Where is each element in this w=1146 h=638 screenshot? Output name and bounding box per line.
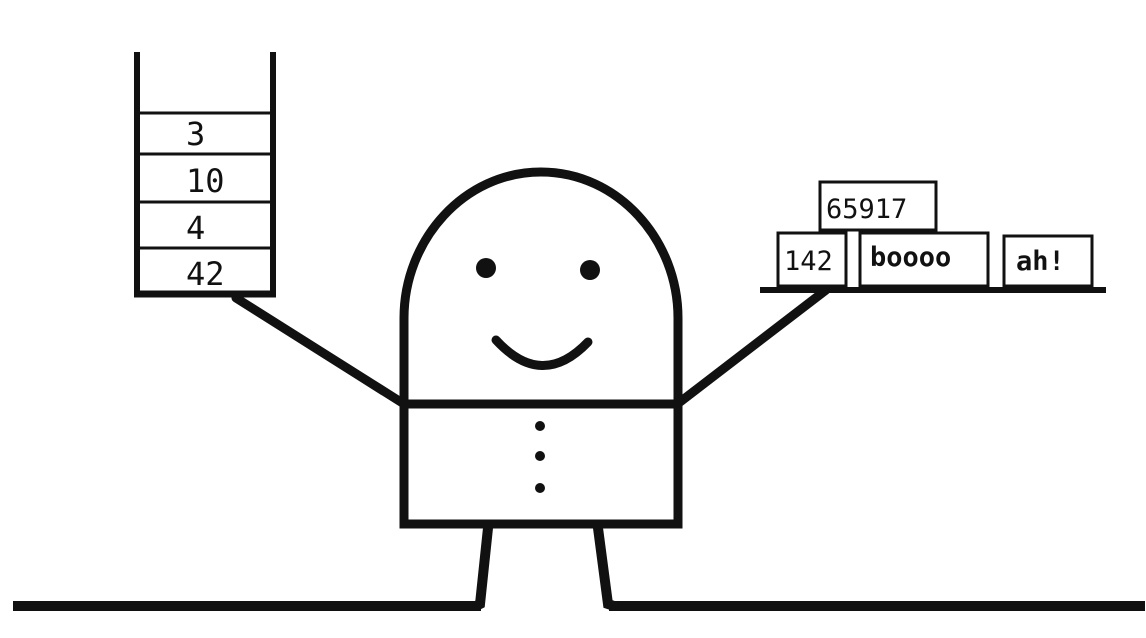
heap-box-3-frame: [1002, 234, 1094, 288]
smile-mouth: [491, 335, 593, 370]
torso-button-2: [535, 451, 545, 461]
character-body: [399, 167, 683, 529]
heap-box-3: ah!: [1016, 246, 1065, 277]
stack-container: 3 10 4 42: [134, 52, 276, 298]
stack-cell-4: 42: [186, 255, 225, 293]
arms: [231, 285, 831, 409]
right-leg: [593, 523, 619, 611]
left-eye: [476, 258, 496, 278]
heap-box-1: 142: [784, 246, 833, 277]
heap-box-2: boooo: [870, 242, 951, 273]
torso-button-3: [535, 483, 545, 493]
right-arm: [675, 285, 831, 407]
heap-box-top: 65917: [826, 194, 907, 225]
torso-buttons: [535, 421, 545, 493]
left-leg: [471, 523, 493, 611]
left-arm: [231, 293, 409, 409]
heap-box-top-frame: [818, 180, 938, 232]
legs: [471, 523, 619, 611]
head: [399, 167, 683, 404]
torso-button-1: [535, 421, 545, 431]
stack-cell-2: 10: [186, 162, 225, 200]
stack-cell-3: 4: [186, 209, 205, 247]
heap-tray: 65917 142 boooo ah!: [760, 180, 1106, 293]
heap-box-2-frame: [858, 231, 990, 288]
face: [476, 258, 600, 370]
heap-box-1-frame: [776, 231, 848, 288]
stack-cell-1: 3: [186, 115, 205, 153]
right-eye: [580, 260, 600, 280]
